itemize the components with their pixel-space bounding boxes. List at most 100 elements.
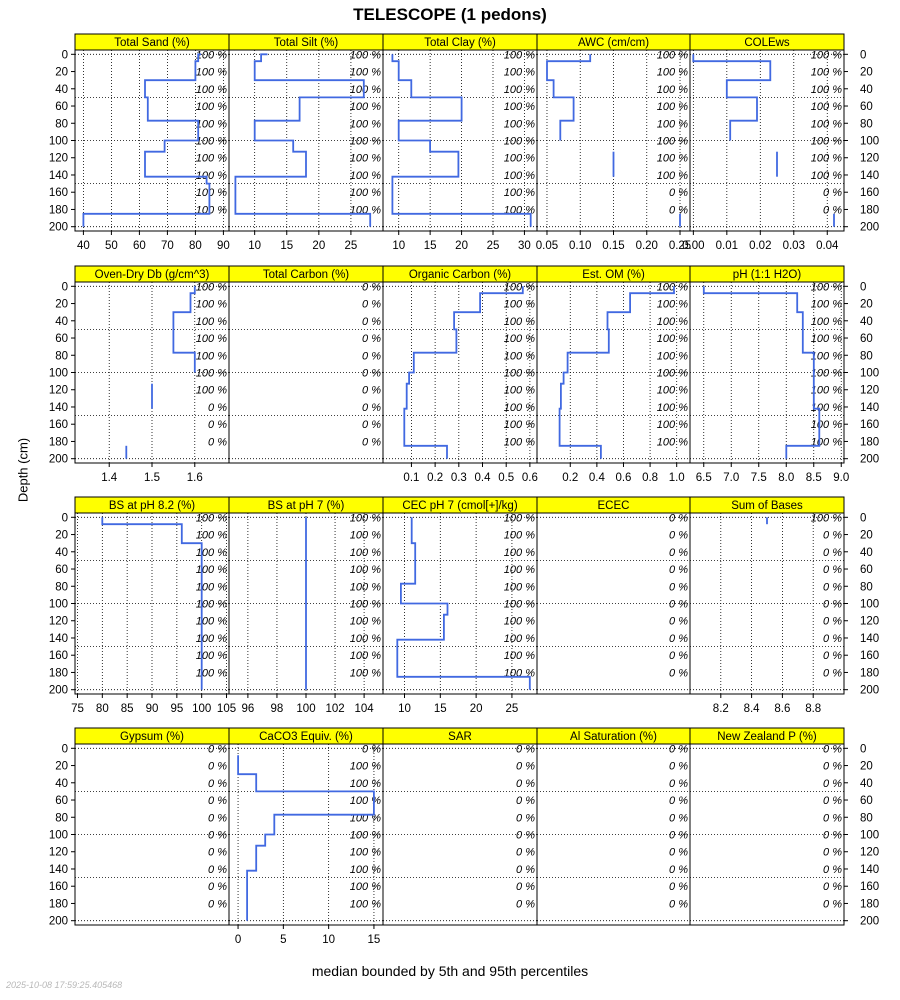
pct-label: 100 % — [350, 778, 381, 790]
x-tick-label: 102 — [325, 703, 344, 715]
pct-label: 0 % — [362, 281, 381, 293]
x-tick-label: 15 — [280, 240, 293, 252]
x-tick-label: 8.5 — [806, 472, 822, 484]
pct-label: 100 % — [504, 333, 535, 345]
x-tick-label: 7.0 — [723, 472, 739, 484]
x-tick-label: 80 — [189, 240, 202, 252]
x-tick-label: 1.5 — [144, 472, 160, 484]
median-line — [172, 286, 196, 373]
pct-label: 0 % — [823, 898, 842, 910]
pct-label: 100 % — [350, 67, 381, 79]
pct-label: 100 % — [504, 419, 535, 431]
pct-label: 100 % — [350, 170, 381, 182]
pct-label: 100 % — [504, 84, 535, 96]
x-tick-label: 100 — [296, 703, 315, 715]
panel-3: Total Clay (%) 100 % 100 % 100 % 100 % 100 % 1… — [382, 33, 538, 252]
pct-label: 0 % — [823, 761, 842, 773]
pct-label: 0 % — [669, 778, 688, 790]
y-tick-label: 20 — [55, 761, 68, 773]
y-tick-label: 200 — [49, 685, 68, 697]
median-line — [82, 53, 211, 227]
pct-label: 100 % — [504, 316, 535, 328]
panel-title: COLEws — [744, 37, 790, 49]
pct-label: 100 % — [350, 667, 381, 679]
x-tick-label: 20 — [312, 240, 325, 252]
x-tick-label: 30 — [518, 240, 531, 252]
pct-label: 100 % — [196, 650, 227, 662]
panel-title: Total Clay (%) — [424, 37, 496, 49]
panel-6: Oven-Dry Db (g/cm^3)100 %100 %100 %100 %… — [74, 265, 230, 484]
y-tick-label: 40 — [860, 316, 873, 328]
pct-label: 100 % — [811, 368, 842, 380]
x-tick-label: 9.0 — [833, 472, 849, 484]
y-tick-label: 140 — [49, 864, 68, 876]
pct-label: 100 % — [196, 187, 227, 199]
x-tick-label: 25 — [487, 240, 500, 252]
pct-label: 0 % — [208, 864, 227, 876]
pct-label: 100 % — [350, 564, 381, 576]
panel-title: Total Carbon (%) — [263, 269, 349, 281]
panel-title: Oven-Dry Db (g/cm^3) — [95, 269, 210, 281]
panel-title: Est. OM (%) — [582, 269, 645, 281]
x-tick-label: 75 — [71, 703, 84, 715]
pct-label: 0 % — [823, 864, 842, 876]
y-tick-label: 80 — [860, 581, 873, 593]
panel-title: CaCO3 Equiv. (%) — [259, 731, 353, 743]
y-tick-label: 120 — [49, 153, 68, 165]
x-tick-label: 25 — [345, 240, 358, 252]
y-tick-label: 40 — [860, 778, 873, 790]
x-tick-label: 85 — [121, 703, 134, 715]
x-tick-label: 7.5 — [751, 472, 767, 484]
pct-label: 0 % — [208, 812, 227, 824]
pct-label: 0 % — [823, 530, 842, 542]
x-tick-label: 0.20 — [636, 240, 658, 252]
x-tick-label: 20 — [455, 240, 468, 252]
pct-label: 0 % — [823, 743, 842, 755]
pct-label: 100 % — [350, 187, 381, 199]
y-tick-label: 60 — [860, 795, 873, 807]
y-tick-label: 120 — [860, 385, 879, 397]
pct-label: 100 % — [196, 118, 227, 130]
pct-label: 100 % — [196, 49, 227, 61]
y-tick-label: 0 — [860, 281, 866, 293]
pct-label: 0 % — [362, 402, 381, 414]
y-tick-label: 120 — [860, 153, 879, 165]
pct-label: 100 % — [811, 419, 842, 431]
x-tick-label: 100 — [192, 703, 211, 715]
y-tick-label: 80 — [860, 118, 873, 130]
pct-label: 0 % — [208, 419, 227, 431]
pct-label: 0 % — [362, 316, 381, 328]
pct-label: 0 % — [516, 743, 535, 755]
y-tick-label: 200 — [49, 454, 68, 466]
y-tick-label: 0 — [860, 743, 866, 755]
pct-label: 100 % — [504, 368, 535, 380]
y-tick-label: 200 — [49, 222, 68, 234]
x-tick-label: 8.4 — [744, 703, 761, 715]
y-tick-label: 140 — [860, 864, 879, 876]
y-tick-label: 160 — [49, 187, 68, 199]
y-tick-label: 60 — [860, 564, 873, 576]
pct-label: 0 % — [669, 898, 688, 910]
pct-label: 0 % — [823, 547, 842, 559]
pct-label: 100 % — [657, 170, 688, 182]
pct-label: 100 % — [657, 385, 688, 397]
y-tick-label: 0 — [62, 743, 68, 755]
y-tick-label: 100 — [860, 599, 879, 611]
pct-label: 100 % — [196, 667, 227, 679]
x-tick-label: 10 — [392, 240, 405, 252]
x-tick-label: 0.5 — [498, 472, 514, 484]
pct-label: 100 % — [811, 49, 842, 61]
y-tick-label: 60 — [860, 101, 873, 113]
pct-label: 100 % — [811, 136, 842, 148]
pct-label: 100 % — [504, 402, 535, 414]
y-tick-label: 180 — [860, 436, 879, 448]
panel-17: CaCO3 Equiv. (%) 0 % 100 % 100 % 100 % 100 % 1… — [228, 727, 384, 946]
y-tick-label: 200 — [49, 916, 68, 928]
pct-label: 100 % — [811, 101, 842, 113]
pct-label: 100 % — [196, 581, 227, 593]
x-tick-label: 105 — [217, 703, 236, 715]
pct-label: 100 % — [350, 49, 381, 61]
pct-label: 100 % — [196, 633, 227, 645]
panel-20: New Zealand P (%) 0 % 0 % 0 % 0 % 0 % 0 % 0 % 0 … — [689, 727, 845, 926]
